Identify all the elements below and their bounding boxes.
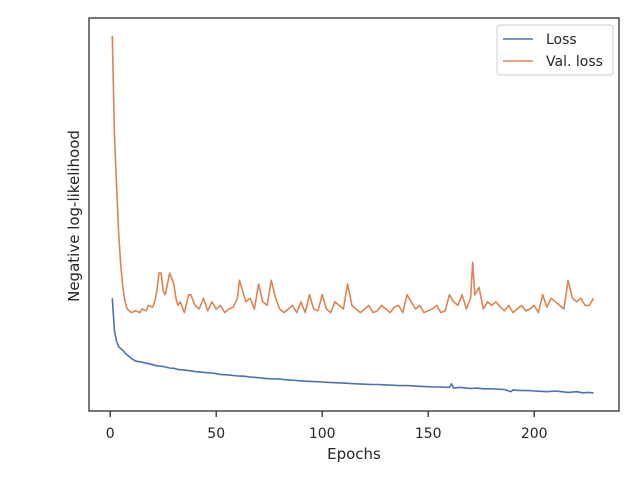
y-axis-title: Negative log-likelihood <box>65 130 83 302</box>
series-line-loss <box>111 298 594 394</box>
plot-area <box>111 35 595 394</box>
legend-label-loss: Loss <box>546 32 577 48</box>
x-tick-label: 50 <box>207 426 225 442</box>
legend-label-val-loss: Val. loss <box>546 54 603 70</box>
x-tick-label: 150 <box>415 426 442 442</box>
axes-frame <box>88 17 620 412</box>
x-axis-ticks: 0 50 100 150 200 <box>106 411 548 442</box>
x-axis-title: Epochs <box>327 445 381 463</box>
x-tick-label: 0 <box>106 426 115 442</box>
legend: Loss Val. loss <box>496 24 614 76</box>
legend-box <box>496 24 614 76</box>
x-tick-label: 100 <box>309 426 336 442</box>
series-line-val-loss <box>111 35 595 314</box>
x-tick-label: 200 <box>521 426 548 442</box>
